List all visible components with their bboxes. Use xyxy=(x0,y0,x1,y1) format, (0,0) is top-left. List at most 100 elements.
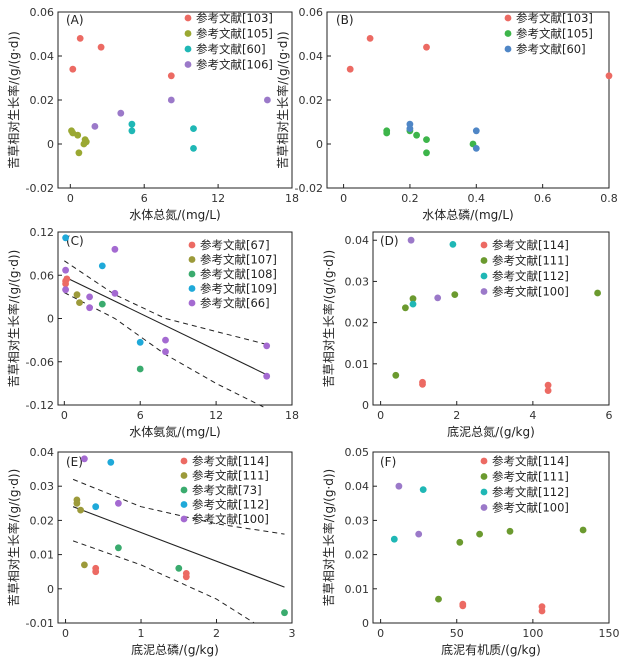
panel-label: (A) xyxy=(66,13,84,27)
x-tick-label: 6 xyxy=(141,192,148,205)
legend-marker xyxy=(184,45,192,53)
x-tick-label: 6 xyxy=(606,409,613,422)
y-tick-label: 0.02 xyxy=(299,94,324,107)
data-point xyxy=(167,72,175,80)
data-point xyxy=(62,266,69,274)
legend-marker xyxy=(188,256,196,263)
legend-label: 参考文献[114] xyxy=(192,454,269,468)
data-point xyxy=(579,526,587,534)
legend-label: 参考文献[106] xyxy=(196,58,273,72)
data-point xyxy=(74,131,82,139)
data-point xyxy=(86,304,93,312)
data-point xyxy=(97,43,105,51)
data-point xyxy=(459,602,467,610)
y-tick-label: 0.04 xyxy=(345,234,370,247)
data-point xyxy=(73,291,81,299)
data-point xyxy=(435,595,442,603)
legend-marker xyxy=(188,270,196,278)
legend-label: 参考文献[114] xyxy=(492,238,569,252)
data-point xyxy=(182,573,190,581)
panel-label: (F) xyxy=(380,455,396,469)
legend-marker xyxy=(480,257,488,264)
y-tick-label: 0 xyxy=(47,313,54,326)
data-point xyxy=(544,381,552,389)
x-tick-label: 50 xyxy=(450,627,464,640)
panel-label: (E) xyxy=(66,455,83,469)
data-point xyxy=(98,300,106,308)
y-tick-label: 0.03 xyxy=(30,480,55,493)
legend-marker xyxy=(504,30,512,37)
legend-label: 参考文献[109] xyxy=(200,282,277,296)
x-tick-label: 12 xyxy=(211,192,225,205)
data-point xyxy=(406,125,414,132)
x-tick-label: 0.4 xyxy=(468,192,486,205)
data-point xyxy=(81,561,88,569)
x-tick-label: 2 xyxy=(213,627,220,640)
data-point xyxy=(423,43,430,51)
y-tick-label: -0.01 xyxy=(26,617,54,630)
y-tick-label: 0.02 xyxy=(30,94,55,107)
x-tick-label: 3 xyxy=(289,627,296,640)
confidence-upper-line xyxy=(64,260,267,345)
legend-label: 参考文献[67] xyxy=(200,238,270,252)
legend-label: 参考文献[73] xyxy=(192,483,262,497)
chart-panel-5: 0 1 2 3 -0.01 0 0.01 0.02 0.03 0.04 底泥总磷/(g/kg) 苦草相… xyxy=(6,446,296,657)
y-tick-label: -0.06 xyxy=(26,356,54,369)
fit-line xyxy=(64,276,267,376)
y-tick-label: 0.06 xyxy=(30,6,55,19)
y-axis-label: 苦草相对生长率/(g/(g·d)) xyxy=(6,250,21,387)
chart-panel-4: 0 2 4 6 0 0.01 0.02 0.03 0.04 底泥总氮/(g/kg) 苦草相对生长率/… xyxy=(321,231,613,439)
data-point xyxy=(136,365,144,373)
data-point xyxy=(162,348,169,356)
data-point xyxy=(281,609,288,617)
data-point xyxy=(91,123,99,130)
data-point xyxy=(263,372,271,380)
legend-marker xyxy=(180,457,188,465)
legend-label: 参考文献[112] xyxy=(192,498,269,512)
chart-panel-6: 0 50 100 150 0 0.01 0.02 0.03 0.04 0.05 底泥有机质/(g/k… xyxy=(321,446,620,657)
y-tick-label: 0.04 xyxy=(345,480,370,493)
x-tick-label: 150 xyxy=(599,627,620,640)
legend-label: 参考文献[103] xyxy=(196,11,273,25)
data-point xyxy=(62,234,69,242)
data-point xyxy=(128,120,136,128)
y-tick-label: 0.04 xyxy=(30,446,55,459)
y-axis-label: 苦草相对生长率/(g/(g·d)) xyxy=(275,31,290,168)
fit-line xyxy=(72,506,285,588)
data-point xyxy=(92,503,100,511)
data-point xyxy=(69,65,77,73)
legend-marker xyxy=(180,515,188,523)
y-tick-label: 0.01 xyxy=(345,358,370,371)
legend-marker xyxy=(180,486,188,494)
data-point xyxy=(346,65,354,73)
legend-label: 参考文献[112] xyxy=(492,485,569,499)
data-point xyxy=(449,241,457,248)
data-point xyxy=(190,145,197,152)
x-axis-label: 水体总氮/(mg/L) xyxy=(129,207,220,222)
y-tick-label: 0.06 xyxy=(30,269,55,282)
legend-label: 参考文献[66] xyxy=(200,296,270,310)
data-point xyxy=(434,294,442,302)
data-point xyxy=(86,293,93,301)
data-point xyxy=(115,544,122,552)
x-axis-label: 底泥总磷/(g/kg) xyxy=(131,642,219,657)
legend-label: 参考文献[111] xyxy=(492,254,569,268)
y-axis-label: 苦草相对生长率/(g/(g·d)) xyxy=(321,469,336,606)
data-point xyxy=(423,136,430,144)
x-axis-label: 水体氨氮/(mg/L) xyxy=(129,424,220,439)
x-tick-label: 18 xyxy=(285,409,299,422)
data-point xyxy=(77,506,84,514)
x-tick-label: 100 xyxy=(522,627,543,640)
y-tick-label: 0.03 xyxy=(345,514,370,527)
y-tick-label: -0.12 xyxy=(26,399,54,412)
legend-label: 参考文献[107] xyxy=(200,253,277,267)
data-point xyxy=(413,131,420,139)
data-point xyxy=(76,299,83,306)
x-tick-label: 2 xyxy=(453,409,460,422)
data-point xyxy=(392,371,400,379)
data-point xyxy=(390,535,398,543)
panel-label: (D) xyxy=(380,234,399,248)
x-tick-label: 0 xyxy=(62,627,69,640)
x-tick-label: 0.8 xyxy=(600,192,618,205)
data-point xyxy=(456,538,464,546)
